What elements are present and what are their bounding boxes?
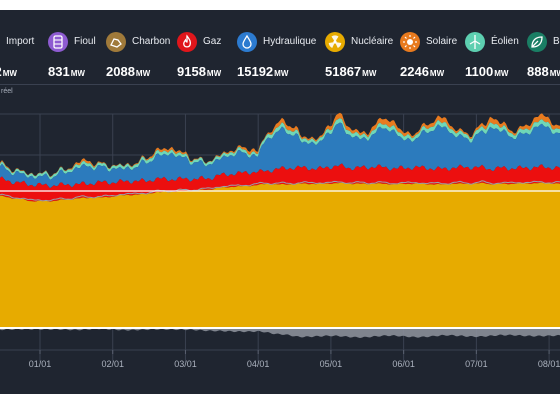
chart-panel: Import202MWFioul831MWCharbon2088MWGaz915… (0, 10, 560, 394)
water-drop-icon (237, 32, 257, 52)
x-tick-label: 08/01 (538, 359, 560, 369)
legend-value-number-charbon: 2088 (106, 64, 135, 79)
legend-value-solaire: 2246MW (400, 64, 444, 79)
legend-value-number-hydraulique: 15192 (237, 64, 274, 79)
x-tick-label: 04/01 (247, 359, 270, 369)
series-line-consumption (0, 180, 560, 202)
legend-value-number-solaire: 2246 (400, 64, 429, 79)
nuclear-icon (325, 32, 345, 52)
series-area-eolien (0, 118, 560, 180)
legend-label-charbon: Charbon (132, 36, 171, 47)
legend-value-number-bio: 888 (527, 64, 549, 79)
legend-value-number-eolien: 1100 (465, 64, 494, 79)
series-area-hydraulique (0, 122, 560, 189)
x-tick-label: 06/01 (392, 359, 415, 369)
legend-value-number-nucleaire: 51867 (325, 64, 362, 79)
coal-icon (106, 32, 126, 52)
legend-label-bio: Bio (553, 36, 560, 47)
leaf-icon (527, 32, 547, 52)
legend-value-hydraulique: 15192MW (237, 64, 288, 79)
sun-icon (400, 32, 420, 52)
legend-unit-bio: MW (549, 69, 560, 78)
legend: Import202MWFioul831MWCharbon2088MWGaz915… (0, 10, 560, 86)
legend-label-nucleaire: Nucléaire (351, 36, 394, 47)
legend-value-import: 202MW (0, 64, 17, 79)
legend-label-hydraulique: Hydraulique (263, 36, 317, 47)
legend-unit-import: MW (2, 69, 17, 78)
legend-label-import: Import (6, 36, 35, 47)
data-mode-label: réel (1, 88, 13, 95)
legend-value-eolien: 1100MW (465, 64, 508, 79)
series-area-import (0, 328, 560, 338)
legend-unit-solaire: MW (429, 69, 445, 78)
legend-unit-fioul: MW (70, 69, 85, 78)
x-tick-label: 01/01 (29, 359, 52, 369)
x-tick-label: 05/01 (320, 359, 343, 369)
x-tick-label: 02/01 (101, 359, 124, 369)
oil-barrel-icon (48, 32, 68, 52)
legend-value-gaz: 9158MW (177, 64, 221, 79)
x-tick-label: 03/01 (174, 359, 197, 369)
legend-value-bio: 888MW (527, 64, 560, 79)
legend-unit-hydraulique: MW (274, 69, 289, 78)
legend-unit-nucleaire: MW (362, 69, 377, 78)
legend-label-eolien: Éolien (491, 36, 519, 47)
legend-label-fioul: Fioul (74, 36, 96, 47)
legend-value-fioul: 831MW (48, 64, 85, 79)
production-area-chart: 01/01 02/01 03/01 04/01 05/01 06/01 07/01 08/01 (0, 112, 560, 369)
x-tick-label: 07/01 (465, 359, 488, 369)
wind-turbine-icon (465, 32, 485, 52)
legend-unit-charbon: MW (135, 69, 151, 78)
legend-value-number-gaz: 9158 (177, 64, 206, 79)
legend-unit-eolien: MW (494, 69, 509, 78)
series-area-nucleaire (0, 182, 560, 328)
legend-value-charbon: 2088MW (106, 64, 150, 79)
legend-value-nucleaire: 51867MW (325, 64, 376, 79)
legend-value-number-fioul: 831 (48, 64, 70, 79)
legend-divider (0, 84, 560, 85)
flame-icon (177, 32, 197, 52)
legend-unit-gaz: MW (206, 69, 222, 78)
legend-label-gaz: Gaz (203, 36, 222, 47)
legend-label-solaire: Solaire (426, 36, 458, 47)
legend-value-number-import: 202 (0, 64, 2, 79)
